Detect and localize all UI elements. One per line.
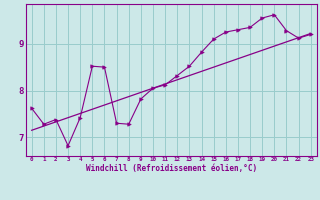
X-axis label: Windchill (Refroidissement éolien,°C): Windchill (Refroidissement éolien,°C) [86, 164, 257, 173]
